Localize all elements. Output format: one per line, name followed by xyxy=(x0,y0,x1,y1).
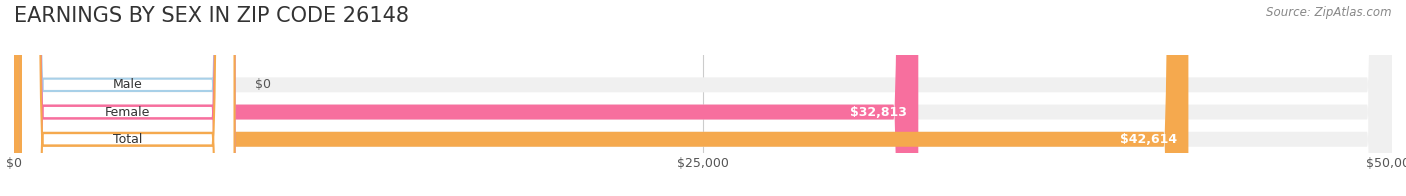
FancyBboxPatch shape xyxy=(14,0,918,196)
Text: Male: Male xyxy=(112,78,142,91)
FancyBboxPatch shape xyxy=(21,0,235,196)
FancyBboxPatch shape xyxy=(14,0,1188,196)
FancyBboxPatch shape xyxy=(14,0,1392,196)
Text: EARNINGS BY SEX IN ZIP CODE 26148: EARNINGS BY SEX IN ZIP CODE 26148 xyxy=(14,6,409,26)
FancyBboxPatch shape xyxy=(14,0,1392,196)
Text: Source: ZipAtlas.com: Source: ZipAtlas.com xyxy=(1267,6,1392,19)
Text: $42,614: $42,614 xyxy=(1121,133,1177,146)
Text: $0: $0 xyxy=(256,78,271,91)
FancyBboxPatch shape xyxy=(14,0,1392,196)
Text: $32,813: $32,813 xyxy=(851,106,907,119)
Text: Total: Total xyxy=(112,133,142,146)
FancyBboxPatch shape xyxy=(21,0,235,196)
Text: Female: Female xyxy=(105,106,150,119)
FancyBboxPatch shape xyxy=(21,0,235,196)
